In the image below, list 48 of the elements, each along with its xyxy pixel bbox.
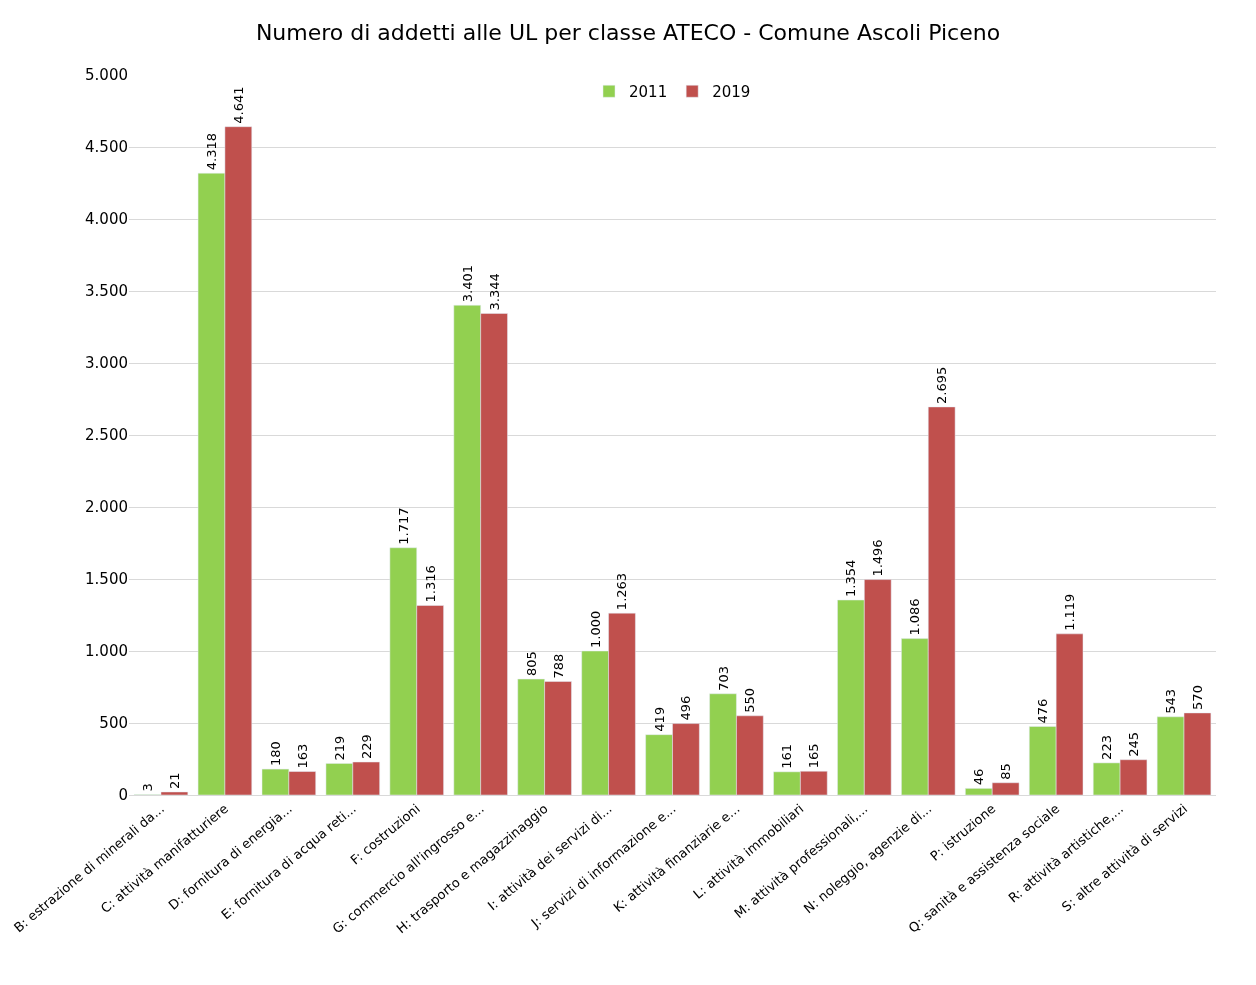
- data-label: 419: [651, 706, 667, 732]
- data-label: 161: [779, 743, 795, 769]
- data-label: 3: [140, 783, 156, 792]
- y-tick-label: 4.000: [85, 210, 128, 229]
- data-label: 21: [166, 772, 182, 789]
- y-tick-label: 2.000: [85, 498, 128, 517]
- data-label: 46: [971, 768, 987, 786]
- data-label: 543: [1163, 688, 1179, 714]
- y-tick-label: 3.500: [85, 282, 128, 301]
- y-tick-label: 1.000: [85, 642, 128, 661]
- y-tick-label: 3.000: [85, 354, 128, 373]
- data-label: 4.318: [203, 132, 219, 171]
- data-label: 1.354: [843, 559, 859, 598]
- legend-label: 2019: [712, 83, 751, 102]
- data-label: 4.641: [230, 86, 246, 124]
- data-label: 1.263: [614, 572, 630, 611]
- data-label: 1.086: [907, 598, 923, 636]
- data-label: 1.119: [1062, 593, 1078, 631]
- data-label: 476: [1035, 698, 1051, 724]
- y-tick-label: 1.500: [85, 570, 128, 589]
- data-label: 1.316: [422, 565, 438, 603]
- data-label: 496: [678, 695, 694, 721]
- y-tick-label: 4.500: [85, 138, 128, 157]
- data-label: 163: [294, 743, 310, 769]
- y-tick-label: 5.000: [85, 66, 128, 85]
- data-label: 2.695: [934, 366, 950, 404]
- data-label: 3.344: [486, 273, 502, 311]
- data-label: 550: [742, 687, 758, 713]
- data-label: 1.496: [870, 539, 886, 577]
- data-label: 1.000: [587, 610, 603, 648]
- data-label: 3.401: [459, 265, 475, 303]
- data-label: 570: [1189, 685, 1205, 710]
- data-label: 85: [998, 763, 1014, 780]
- legend-label: 2011: [629, 83, 668, 102]
- data-label: 703: [715, 665, 731, 691]
- data-label: 165: [806, 743, 822, 769]
- data-label: 180: [267, 741, 283, 767]
- y-tick-label: 2.500: [85, 426, 128, 445]
- data-label: 223: [1099, 735, 1115, 760]
- data-label: 245: [1126, 731, 1142, 757]
- y-tick-label: 500: [99, 714, 128, 733]
- data-label: 805: [523, 651, 539, 677]
- data-label: 788: [550, 653, 566, 679]
- data-label: 229: [358, 734, 374, 760]
- data-label: 219: [331, 735, 347, 761]
- data-label: 1.717: [395, 507, 411, 545]
- chart-title: Numero di addetti alle UL per classe ATECO - Comune Ascoli Piceno: [255, 20, 1001, 46]
- y-tick-label: 0: [118, 786, 128, 805]
